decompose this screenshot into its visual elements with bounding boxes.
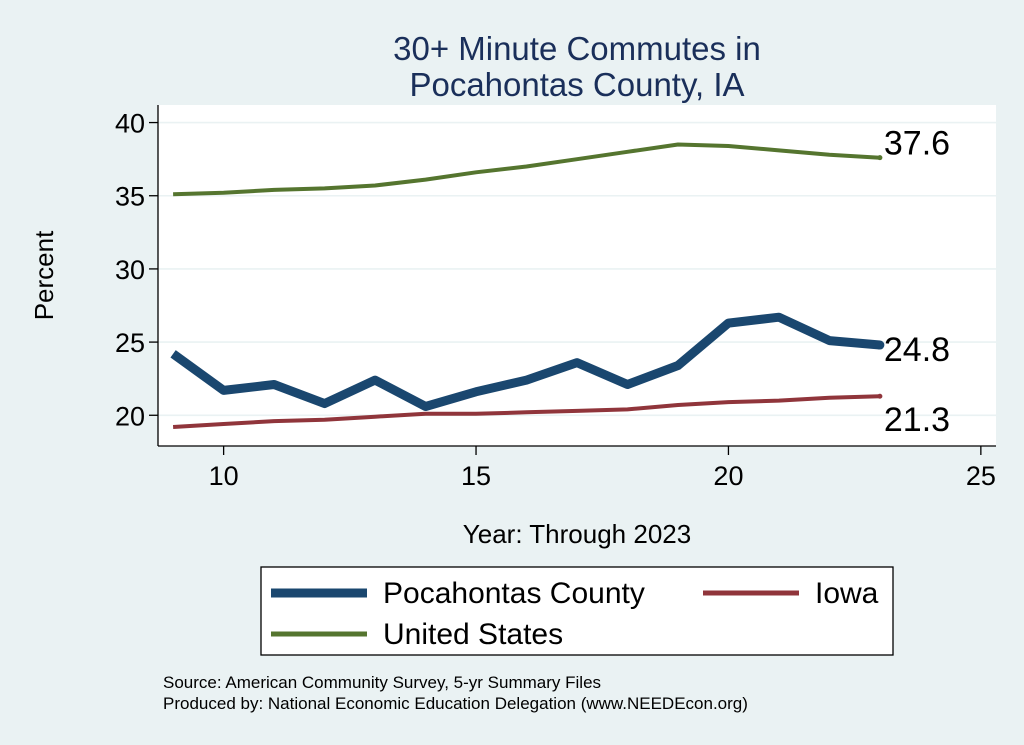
end-label-iowa: 21.3: [884, 401, 950, 439]
end-labels: 37.6 21.3 24.8: [884, 125, 950, 440]
x-axis-label: Year: Through 2023: [463, 519, 691, 549]
series-end-point-us: [877, 155, 883, 161]
end-label-us: 37.6: [884, 125, 950, 163]
y-tick-label-30: 30: [115, 255, 145, 285]
y-tick-label-20: 20: [115, 401, 145, 431]
y-tick-label-35: 35: [115, 182, 145, 212]
end-label-pocahontas: 24.8: [884, 331, 950, 369]
legend-box: [260, 566, 894, 656]
producer-note: Produced by: National Economic Education…: [163, 694, 748, 713]
x-tick-label-15: 15: [461, 461, 491, 491]
series-end-point-pocahontas: [875, 340, 885, 350]
series-lines: [170, 142, 885, 429]
legend-label-iowa: Iowa: [815, 577, 879, 610]
y-tick-label-40: 40: [115, 109, 145, 139]
series-line-pocahontas: [170, 312, 881, 411]
legend-label-us: United States: [383, 618, 563, 651]
series-line-us: [173, 142, 881, 197]
y-axis-label: Percent: [29, 230, 59, 320]
axes: 20 25 30 35 40 10 15 20 25: [115, 105, 996, 491]
x-tick-label-10: 10: [209, 461, 239, 491]
chart-title-line-2: Pocahontas County, IA: [409, 66, 744, 103]
gridlines: [158, 121, 996, 417]
series-end-point-iowa: [877, 393, 883, 399]
y-tick-label-25: 25: [115, 328, 145, 358]
source-note: Source: American Community Survey, 5-yr …: [163, 673, 601, 692]
legend: Pocahontas County Iowa United States: [260, 566, 894, 656]
x-tick-label-20: 20: [713, 461, 743, 491]
chart-title-line-1: 30+ Minute Commutes in: [393, 30, 761, 67]
series-line-iowa: [172, 394, 880, 429]
legend-label-pocahontas: Pocahontas County: [383, 577, 645, 610]
x-tick-label-25: 25: [966, 461, 996, 491]
